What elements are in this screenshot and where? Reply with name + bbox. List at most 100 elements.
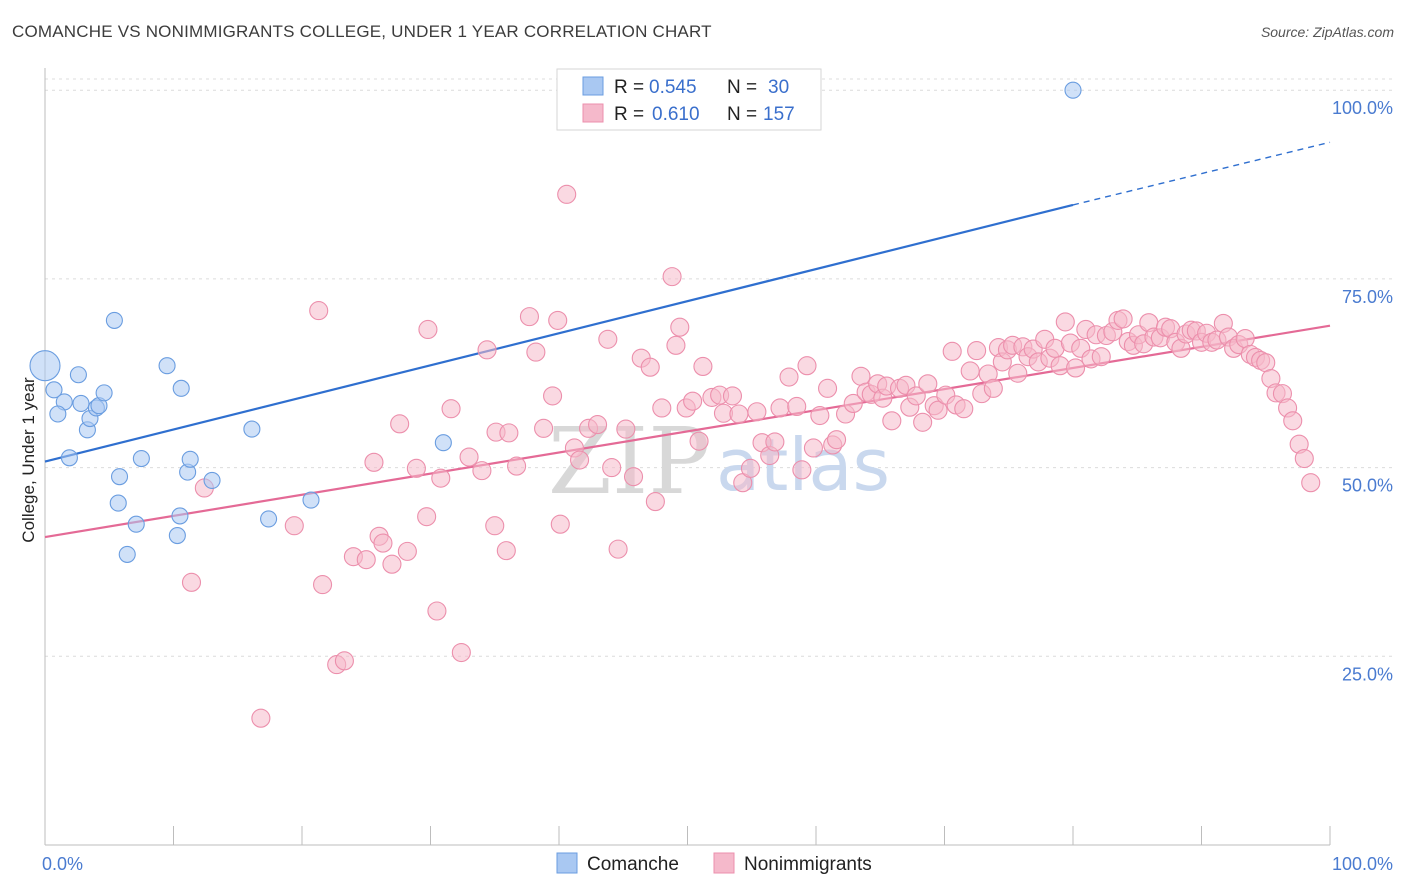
y-tick-label: 50.0% xyxy=(1342,476,1393,496)
legend-swatch-comanche xyxy=(582,76,604,96)
point-nonimmigrants xyxy=(496,541,516,561)
legend-n-label-comanche: N = xyxy=(727,77,757,98)
point-nonimmigrants xyxy=(640,357,660,377)
point-nonimmigrants xyxy=(451,642,471,663)
point-nonimmigrants xyxy=(810,405,830,426)
point-comanche xyxy=(49,405,67,423)
point-nonimmigrants xyxy=(587,415,608,435)
point-nonimmigrants xyxy=(356,550,376,570)
point-nonimmigrants xyxy=(181,572,202,592)
point-nonimmigrants xyxy=(1256,353,1276,373)
point-comanche xyxy=(118,545,136,563)
point-nonimmigrants xyxy=(519,307,539,327)
point-nonimmigrants xyxy=(417,507,437,527)
point-comanche xyxy=(260,510,278,528)
x-tick-label-max: 100.0% xyxy=(1332,854,1393,874)
point-nonimmigrants xyxy=(792,460,812,480)
point-nonimmigrants xyxy=(313,575,333,595)
point-nonimmigrants xyxy=(666,335,686,355)
point-comanche xyxy=(203,471,221,489)
point-nonimmigrants xyxy=(645,492,665,512)
legend-r-label-nonimmigrants: R = xyxy=(614,104,644,125)
bottom-legend-comanche: Comanche xyxy=(587,854,679,875)
point-nonimmigrants xyxy=(472,461,492,481)
axes xyxy=(44,68,1331,846)
point-nonimmigrants xyxy=(543,386,563,406)
point-nonimmigrants xyxy=(526,342,546,362)
point-nonimmigrants xyxy=(598,329,618,349)
point-nonimmigrants xyxy=(967,341,987,361)
point-nonimmigrants xyxy=(427,601,447,621)
point-nonimmigrants xyxy=(954,399,974,419)
y-tick-label: 100.0% xyxy=(1332,98,1393,118)
point-nonimmigrants xyxy=(928,400,948,420)
point-nonimmigrants xyxy=(765,432,785,452)
point-comanche xyxy=(158,357,176,375)
legend-n-label-nonimmigrants: N = xyxy=(727,104,757,125)
y-axis-title: College, Under 1 year xyxy=(19,377,38,543)
point-nonimmigrants xyxy=(364,452,384,472)
point-comanche xyxy=(302,491,320,509)
point-comanche xyxy=(72,394,90,412)
point-comanche xyxy=(29,350,61,382)
point-nonimmigrants xyxy=(1066,358,1086,378)
legend-n-comanche: 30 xyxy=(768,77,789,98)
point-nonimmigrants xyxy=(1294,448,1314,469)
point-nonimmigrants xyxy=(722,386,743,406)
point-nonimmigrants xyxy=(499,423,519,443)
point-nonimmigrants xyxy=(747,402,767,422)
point-comanche xyxy=(172,379,190,397)
legend-r-label-comanche: R = xyxy=(614,77,644,98)
point-nonimmigrants xyxy=(390,414,410,434)
trend-line-comanche xyxy=(44,203,1074,463)
point-nonimmigrants xyxy=(882,411,902,431)
point-nonimmigrants xyxy=(397,541,417,561)
point-nonimmigrants xyxy=(251,708,271,728)
point-comanche xyxy=(1064,81,1082,99)
point-nonimmigrants xyxy=(1091,347,1111,367)
point-nonimmigrants xyxy=(652,398,672,418)
point-nonimmigrants xyxy=(787,396,807,417)
point-nonimmigrants xyxy=(827,430,847,450)
point-comanche xyxy=(109,494,127,512)
point-nonimmigrants xyxy=(918,374,938,394)
point-nonimmigrants xyxy=(913,412,933,432)
bottom-legend: Comanche Nonimmigrants xyxy=(556,852,872,875)
chart-title: COMANCHE VS NONIMMIGRANTS COLLEGE, UNDER… xyxy=(12,22,712,41)
point-nonimmigrants xyxy=(284,516,304,536)
point-nonimmigrants xyxy=(818,378,838,398)
point-nonimmigrants xyxy=(740,458,761,478)
point-nonimmigrants xyxy=(693,356,713,377)
point-nonimmigrants xyxy=(534,418,554,438)
data-points xyxy=(29,81,1321,728)
point-nonimmigrants xyxy=(418,319,438,340)
point-nonimmigrants xyxy=(683,391,703,411)
point-nonimmigrants xyxy=(1235,328,1255,349)
chart-source: Source: ZipAtlas.com xyxy=(1260,24,1394,40)
point-nonimmigrants xyxy=(602,458,622,478)
point-nonimmigrants xyxy=(570,450,590,470)
point-nonimmigrants xyxy=(1008,363,1028,383)
point-nonimmigrants xyxy=(616,419,636,439)
point-comanche xyxy=(181,450,199,468)
point-nonimmigrants xyxy=(851,366,871,386)
bottom-legend-nonimmigrants: Nonimmigrants xyxy=(744,854,872,875)
point-nonimmigrants xyxy=(406,458,426,478)
point-nonimmigrants xyxy=(373,533,393,553)
legend-box: R = 0.545 N = 30 R = 0.610 N = 157 xyxy=(556,68,822,131)
point-nonimmigrants xyxy=(662,267,682,287)
bottom-legend-swatch-comanche xyxy=(556,852,578,874)
point-nonimmigrants xyxy=(431,468,451,488)
point-nonimmigrants xyxy=(670,317,690,337)
point-comanche xyxy=(171,507,189,525)
point-nonimmigrants xyxy=(960,361,980,381)
point-nonimmigrants xyxy=(1283,411,1303,431)
point-nonimmigrants xyxy=(550,514,570,534)
point-nonimmigrants xyxy=(382,554,402,574)
point-nonimmigrants xyxy=(797,356,817,376)
legend-r-comanche: 0.545 xyxy=(649,77,697,98)
point-nonimmigrants xyxy=(843,393,863,413)
y-tick-label: 75.0% xyxy=(1342,287,1393,307)
legend-swatch-nonimmigrants xyxy=(582,103,604,123)
